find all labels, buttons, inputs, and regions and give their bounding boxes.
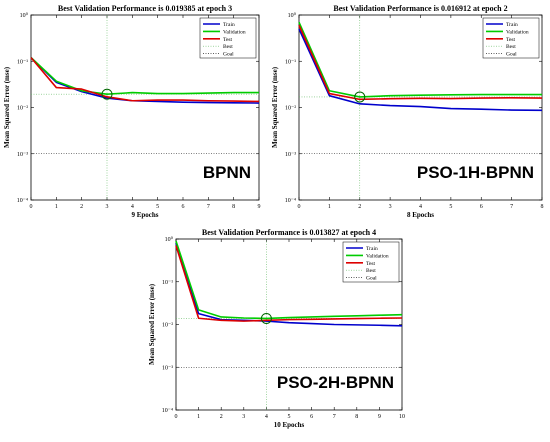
y-tick-label: 10⁰ <box>20 12 29 19</box>
y-tick-label: 10⁻² <box>162 323 173 329</box>
y-tick-label: 10⁻¹ <box>162 280 173 286</box>
x-tick-label: 5 <box>288 414 291 420</box>
x-tick-label: 4 <box>265 414 268 420</box>
x-tick-label: 5 <box>449 204 452 210</box>
chart-title: Best Validation Performance is 0.016912 … <box>333 4 507 13</box>
x-axis-label: 8 Epochs <box>407 211 434 219</box>
legend-label: Goal <box>506 52 517 58</box>
chart-panel-1: Best Validation Performance is 0.019385 … <box>3 4 261 219</box>
series-line-test <box>30 57 260 103</box>
x-tick-label: 0 <box>175 414 178 420</box>
y-tick-label: 10⁻² <box>17 106 28 112</box>
chart-title: Best Validation Performance is 0.019385 … <box>58 4 232 13</box>
x-tick-label: 6 <box>480 204 483 210</box>
x-tick-label: 7 <box>333 414 336 420</box>
y-tick-label: 10⁻⁴ <box>162 408 173 414</box>
x-axis-label: 10 Epochs <box>274 421 305 429</box>
x-tick-label: 1 <box>55 204 58 210</box>
x-tick-label: 7 <box>510 204 513 210</box>
y-axis-label: Mean Squared Error (mse) <box>3 66 11 148</box>
legend-label: Goal <box>366 276 377 282</box>
y-tick-label: 10⁰ <box>165 236 174 243</box>
x-tick-label: 9 <box>258 204 261 210</box>
x-tick-label: 3 <box>389 204 392 210</box>
x-tick-label: 3 <box>106 204 109 210</box>
x-tick-label: 9 <box>378 414 381 420</box>
x-tick-label: 2 <box>80 204 83 210</box>
y-tick-label: 10⁻³ <box>162 365 173 371</box>
x-tick-label: 2 <box>220 414 223 420</box>
x-tick-label: 6 <box>310 414 313 420</box>
model-name-label: PSO-2H-BPNN <box>277 373 394 392</box>
y-tick-label: 10⁻⁴ <box>285 198 296 204</box>
model-name-label: PSO-1H-BPNN <box>417 163 534 182</box>
y-tick-label: 10⁻³ <box>285 152 296 158</box>
y-tick-label: 10⁻¹ <box>285 59 296 65</box>
y-axis-label: Mean Squared Error (mse) <box>148 283 156 365</box>
x-tick-label: 2 <box>358 204 361 210</box>
x-tick-label: 10 <box>399 414 405 420</box>
legend-label: Best <box>506 44 516 50</box>
legend-label: Train <box>366 246 378 252</box>
legend-label: Best <box>223 44 233 50</box>
y-tick-label: 10⁻² <box>285 106 296 112</box>
legend-label: Train <box>506 22 518 28</box>
y-tick-label: 10⁰ <box>288 12 297 19</box>
x-tick-label: 6 <box>182 204 185 210</box>
x-tick-label: 5 <box>156 204 159 210</box>
x-axis-label: 9 Epochs <box>131 211 158 219</box>
chart-panel-3: Best Validation Performance is 0.013827 … <box>148 228 405 429</box>
best-marker <box>354 91 366 103</box>
x-tick-label: 4 <box>419 204 422 210</box>
legend-label: Validation <box>223 29 246 35</box>
y-tick-label: 10⁻³ <box>17 152 28 158</box>
legend-label: Best <box>366 268 376 274</box>
x-tick-label: 0 <box>298 204 301 210</box>
legend-label: Validation <box>506 29 529 35</box>
y-tick-label: 10⁻⁴ <box>17 198 28 204</box>
model-name-label: BPNN <box>203 163 251 182</box>
x-tick-label: 1 <box>328 204 331 210</box>
legend-label: Validation <box>366 253 389 259</box>
x-tick-label: 4 <box>131 204 134 210</box>
x-tick-label: 8 <box>232 204 235 210</box>
best-marker <box>101 88 113 100</box>
y-axis-label: Mean Squared Error (mse) <box>271 66 279 148</box>
x-tick-label: 7 <box>207 204 210 210</box>
best-marker <box>260 312 272 324</box>
x-tick-label: 1 <box>197 414 200 420</box>
legend-label: Train <box>223 22 235 28</box>
legend-label: Goal <box>223 52 234 58</box>
legend-label: Test <box>366 261 376 267</box>
x-tick-label: 3 <box>242 414 245 420</box>
chart-panel-2: Best Validation Performance is 0.016912 … <box>271 4 544 219</box>
legend-label: Test <box>506 37 516 43</box>
series-line-validation <box>30 57 259 95</box>
chart-title: Best Validation Performance is 0.013827 … <box>202 228 376 237</box>
legend-label: Test <box>223 37 233 43</box>
x-tick-label: 8 <box>541 204 544 210</box>
x-tick-label: 8 <box>355 414 358 420</box>
x-tick-label: 0 <box>30 204 33 210</box>
y-tick-label: 10⁻¹ <box>17 59 28 65</box>
